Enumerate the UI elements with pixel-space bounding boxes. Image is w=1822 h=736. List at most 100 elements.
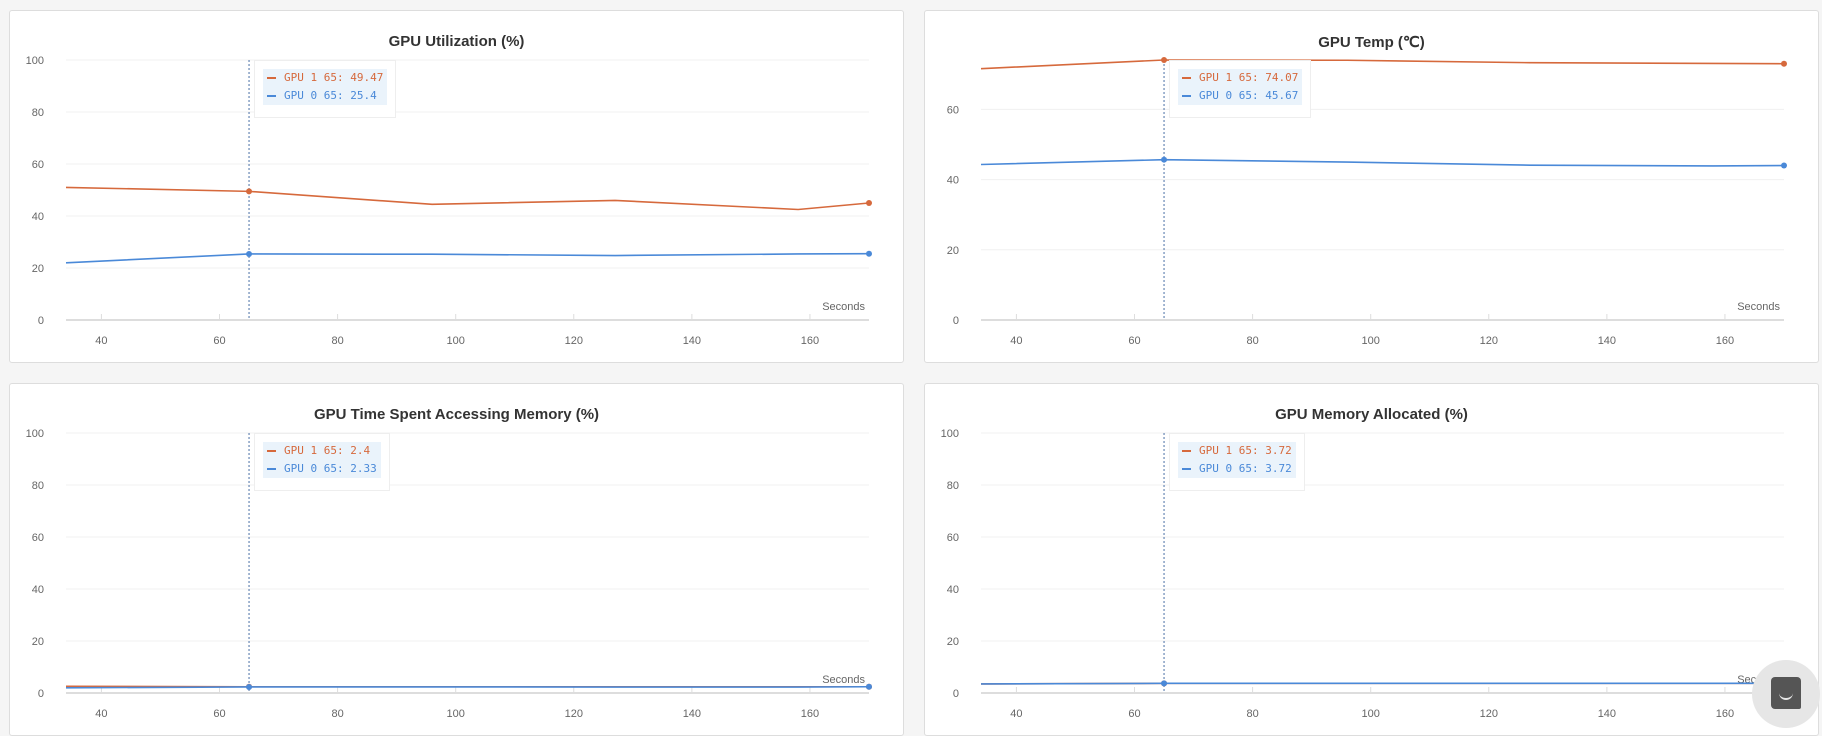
end-point bbox=[1781, 162, 1787, 169]
x-axis-label: Seconds bbox=[822, 674, 865, 686]
x-tick-label: 80 bbox=[331, 708, 343, 720]
x-tick-label: 100 bbox=[447, 708, 465, 720]
y-tick-label: 20 bbox=[32, 636, 44, 648]
hover-point bbox=[1161, 680, 1168, 687]
x-tick-label: 60 bbox=[213, 708, 225, 720]
x-tick-label: 80 bbox=[1246, 708, 1258, 720]
x-tick-label: 80 bbox=[331, 335, 343, 347]
legend-dash-icon bbox=[267, 95, 277, 97]
chart-panel-gpu-temp: GPU Temp (℃) 0 20 40 60 40 60 80 100 120 140 160 Se… bbox=[924, 10, 1819, 363]
chart-title: GPU Temp (℃) bbox=[1318, 34, 1425, 51]
y-tick-label: 100 bbox=[26, 428, 44, 440]
hover-tooltip: GPU 1 65: 2.4 GPU 0 65: 2.33 bbox=[254, 433, 390, 491]
end-point bbox=[1781, 60, 1787, 67]
legend-dash-icon bbox=[1182, 95, 1192, 97]
series-line-gpu0 bbox=[65, 252, 870, 264]
x-tick-label: 120 bbox=[1480, 335, 1498, 347]
y-tick-label: 40 bbox=[32, 211, 44, 223]
series-line-gpu1 bbox=[65, 186, 870, 211]
y-tick-label: 60 bbox=[32, 532, 44, 544]
x-tick-label: 120 bbox=[1480, 708, 1498, 720]
series-line-gpu0 bbox=[980, 682, 1784, 685]
x-tick-label: 100 bbox=[1362, 708, 1380, 720]
y-tick-label: 60 bbox=[947, 104, 959, 116]
series-line-gpu1 bbox=[980, 59, 1785, 70]
x-tick-label: 160 bbox=[801, 708, 819, 720]
x-tick-label: 40 bbox=[1010, 708, 1022, 720]
legend-dash-icon bbox=[1182, 450, 1192, 452]
hover-tooltip: GPU 1 65: 49.47 GPU 0 65: 25.4 bbox=[254, 60, 397, 118]
x-tick-label: 60 bbox=[213, 335, 225, 347]
chart-plot[interactable]: 0 20 40 60 80 100 40 60 80 100 120 140 160 Seconds bbox=[10, 11, 904, 363]
x-tick-label: 40 bbox=[95, 708, 107, 720]
legend-dash-icon bbox=[1182, 77, 1192, 79]
y-tick-label: 40 bbox=[947, 584, 959, 596]
hover-point bbox=[246, 188, 253, 195]
chart-panel-gpu-memory-access: GPU Time Spent Accessing Memory (%) 0 20 4… bbox=[9, 383, 904, 736]
x-tick-label: 40 bbox=[1010, 335, 1022, 347]
tooltip-gpu0: GPU 0 65: 25.4 bbox=[284, 89, 377, 102]
x-axis-label: Seconds bbox=[1737, 301, 1780, 313]
y-tick-label: 100 bbox=[26, 55, 44, 67]
tooltip-gpu1: GPU 1 65: 3.72 bbox=[1199, 444, 1292, 457]
x-tick-label: 100 bbox=[1362, 335, 1380, 347]
hover-point bbox=[246, 683, 253, 690]
y-tick-label: 40 bbox=[947, 175, 959, 187]
x-tick-label: 80 bbox=[1246, 335, 1258, 347]
x-tick-label: 100 bbox=[447, 335, 465, 347]
tooltip-gpu0: GPU 0 65: 2.33 bbox=[284, 462, 377, 475]
end-point bbox=[866, 200, 872, 206]
hover-point bbox=[246, 250, 253, 257]
legend-dash-icon bbox=[267, 450, 277, 452]
y-tick-label: 40 bbox=[32, 584, 44, 596]
y-tick-label: 80 bbox=[947, 480, 959, 492]
hover-tooltip: GPU 1 65: 74.07 GPU 0 65: 45.67 bbox=[1169, 60, 1312, 118]
chart-title: GPU Utilization (%) bbox=[388, 33, 525, 50]
y-tick-label: 0 bbox=[953, 688, 959, 700]
chart-panel-gpu-memory-allocated: GPU Memory Allocated (%) 0 20 40 60 80 100 40 6… bbox=[924, 383, 1819, 736]
chart-plot[interactable]: 0 20 40 60 80 100 40 60 80 100 120 140 160 Seconds bbox=[10, 384, 904, 736]
tooltip-gpu1: GPU 1 65: 2.4 bbox=[284, 444, 371, 457]
y-tick-label: 0 bbox=[38, 688, 44, 700]
x-tick-label: 120 bbox=[565, 335, 583, 347]
end-point bbox=[866, 250, 872, 257]
x-axis-label: Seconds bbox=[822, 301, 865, 313]
x-tick-label: 140 bbox=[683, 335, 701, 347]
chart-title: GPU Time Spent Accessing Memory (%) bbox=[313, 406, 600, 423]
x-tick-label: 160 bbox=[801, 335, 819, 347]
chat-widget-button[interactable] bbox=[1752, 660, 1820, 728]
hover-point bbox=[1161, 57, 1168, 63]
x-tick-label: 140 bbox=[1598, 335, 1616, 347]
series-line-gpu0 bbox=[65, 685, 870, 689]
chat-bubble-icon bbox=[1771, 677, 1801, 709]
x-tick-label: 60 bbox=[1128, 708, 1140, 720]
y-tick-label: 80 bbox=[32, 107, 44, 119]
x-tick-label: 40 bbox=[95, 335, 107, 347]
hover-tooltip: GPU 1 65: 3.72 GPU 0 65: 3.72 bbox=[1169, 433, 1305, 491]
tooltip-gpu1: GPU 1 65: 49.47 bbox=[284, 71, 384, 84]
chart-panel-gpu-utilization: GPU Utilization (%) 0 20 40 60 80 100 40 60 80 10… bbox=[9, 10, 904, 363]
y-tick-label: 0 bbox=[953, 315, 959, 327]
chart-title: GPU Memory Allocated (%) bbox=[1275, 406, 1468, 423]
y-tick-label: 20 bbox=[32, 263, 44, 275]
y-tick-label: 20 bbox=[947, 636, 959, 648]
legend-dash-icon bbox=[1182, 468, 1192, 470]
hover-point bbox=[1161, 156, 1168, 163]
legend-dash-icon bbox=[267, 468, 277, 470]
end-point bbox=[866, 683, 872, 690]
x-tick-label: 160 bbox=[1716, 335, 1734, 347]
y-tick-label: 20 bbox=[947, 245, 959, 257]
x-tick-label: 160 bbox=[1716, 708, 1734, 720]
y-tick-label: 100 bbox=[941, 428, 959, 440]
x-tick-label: 120 bbox=[565, 708, 583, 720]
chart-plot[interactable]: 0 20 40 60 40 60 80 100 120 140 160 Seconds bbox=[925, 11, 1819, 363]
tooltip-gpu0: GPU 0 65: 3.72 bbox=[1199, 462, 1292, 475]
legend-dash-icon bbox=[267, 77, 277, 79]
x-tick-label: 60 bbox=[1128, 335, 1140, 347]
y-tick-label: 60 bbox=[32, 159, 44, 171]
x-tick-label: 140 bbox=[1598, 708, 1616, 720]
y-tick-label: 80 bbox=[32, 480, 44, 492]
x-tick-label: 140 bbox=[683, 708, 701, 720]
y-tick-label: 0 bbox=[38, 315, 44, 327]
